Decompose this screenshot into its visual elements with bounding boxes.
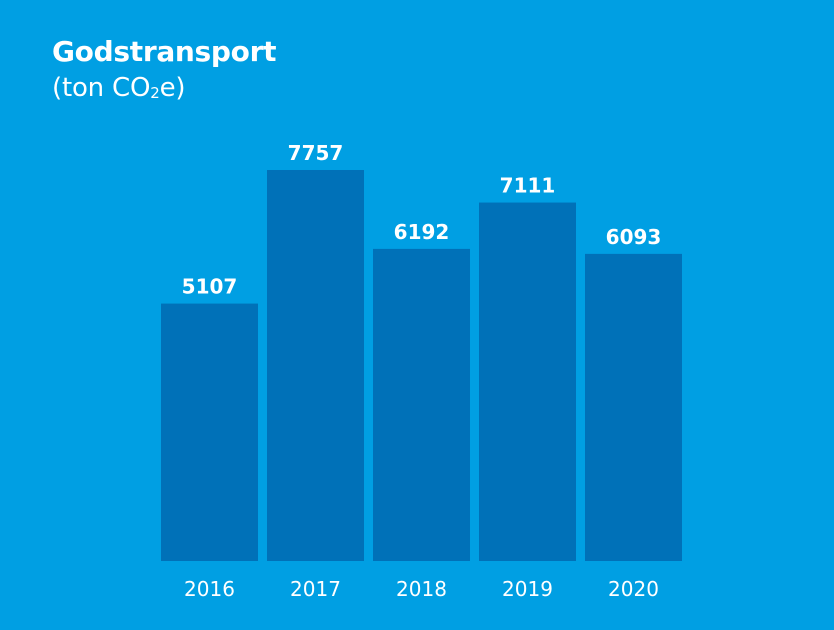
chart-subtitle: (ton CO2e) (52, 70, 276, 106)
x-tick-label-2019: 2019 (502, 577, 553, 601)
value-label-2016: 5107 (182, 275, 238, 299)
chart-title: Godstransport (52, 35, 277, 68)
subtitle-subscript: 2 (150, 84, 160, 102)
value-label-2019: 7111 (500, 174, 556, 198)
value-label-2018: 6192 (394, 220, 450, 244)
x-tick-label-2018: 2018 (396, 577, 447, 601)
title-block: Godstransport (ton CO2e) (52, 34, 277, 106)
subtitle-suffix: e) (159, 73, 186, 103)
bar-2018 (373, 248, 470, 561)
x-tick-label-2017: 2017 (290, 577, 341, 601)
bar-2019 (479, 202, 576, 562)
x-tick-label-2016: 2016 (184, 577, 235, 601)
value-label-2020: 6093 (606, 225, 662, 249)
bar-2020 (585, 253, 682, 561)
subtitle-prefix: (ton CO (52, 73, 151, 103)
value-label-2017: 7757 (288, 141, 344, 165)
bar-2016 (161, 303, 258, 561)
bar-2017 (267, 170, 364, 561)
x-tick-label-2020: 2020 (608, 577, 659, 601)
